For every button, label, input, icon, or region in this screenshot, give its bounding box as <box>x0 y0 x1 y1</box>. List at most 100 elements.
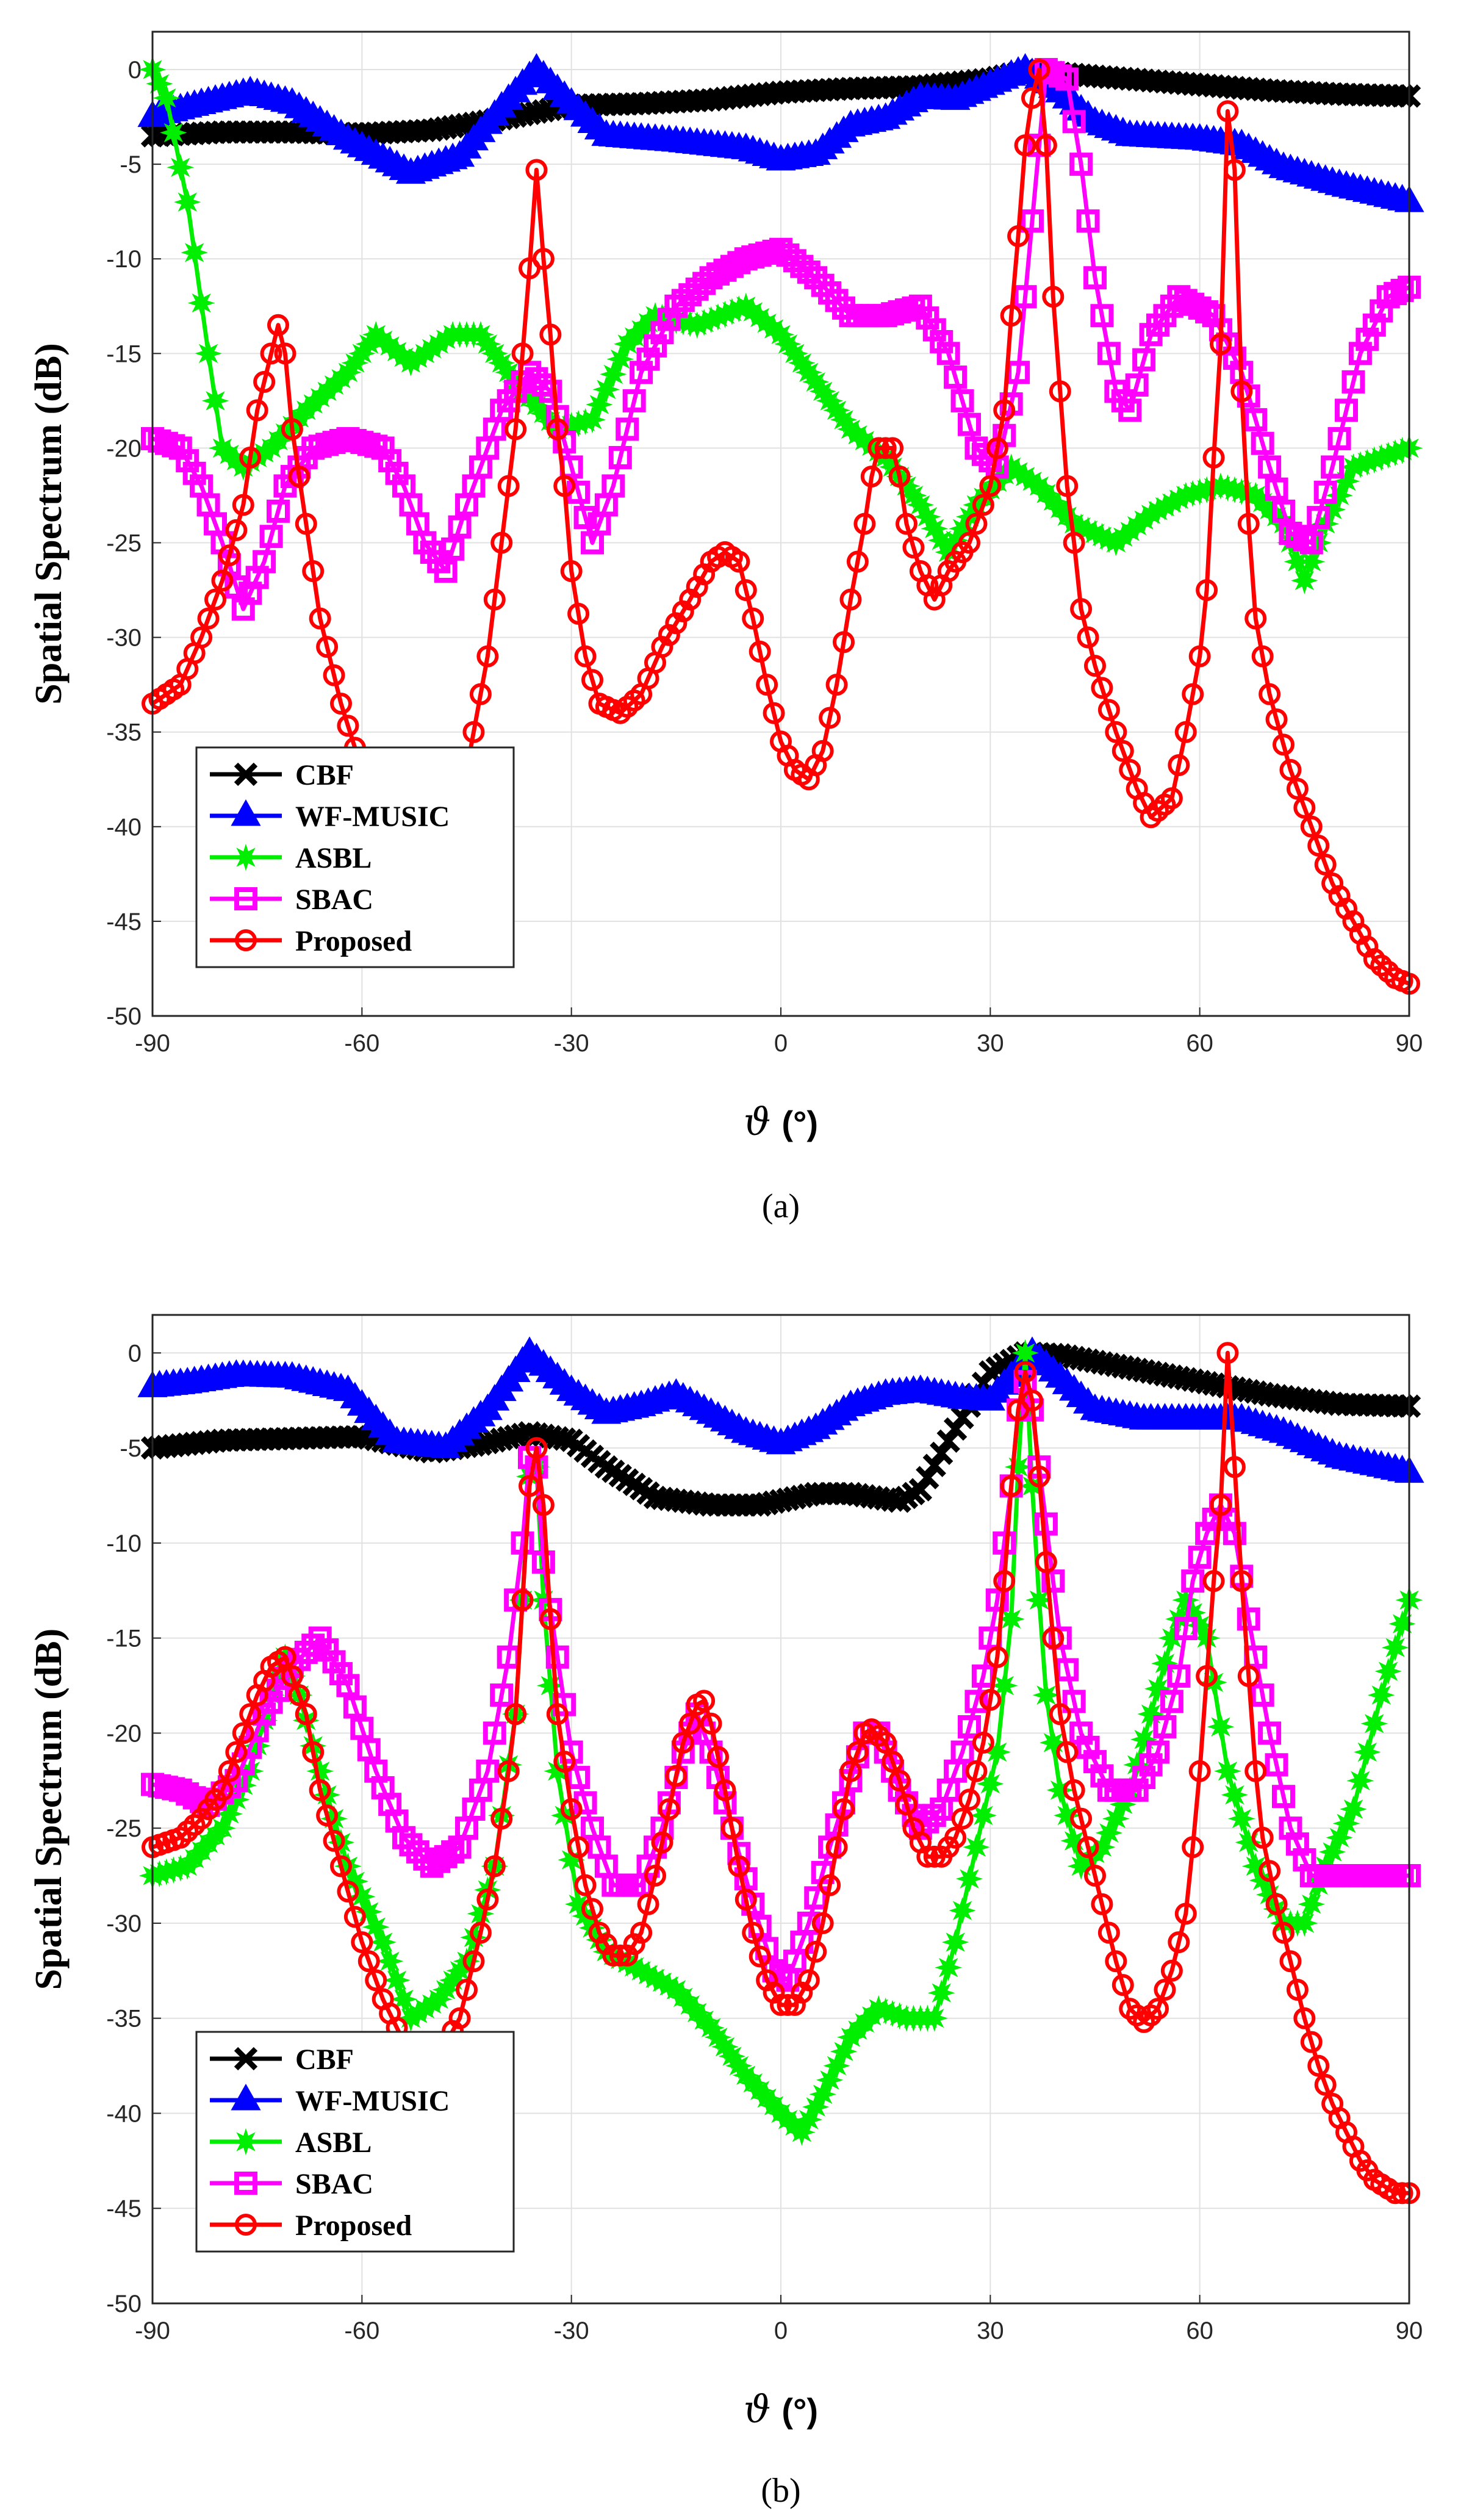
data-point <box>1144 1675 1172 1703</box>
data-point <box>867 437 890 459</box>
y-tick-label: -35 <box>106 719 142 746</box>
data-point <box>1125 373 1149 397</box>
x-tick-label: 30 <box>977 1030 1004 1057</box>
x-axis-symbol: ϑ <box>744 1100 770 1144</box>
data-point <box>260 342 282 365</box>
data-point <box>672 1731 694 1754</box>
data-point <box>882 1751 904 1773</box>
data-point <box>476 1759 500 1783</box>
data-point <box>330 693 352 715</box>
data-point <box>1151 1649 1179 1677</box>
data-point <box>1014 134 1036 157</box>
data-point <box>1028 59 1050 81</box>
data-point <box>441 537 465 561</box>
data-point <box>979 1688 1002 1711</box>
data-point <box>1223 159 1246 181</box>
data-point <box>173 188 201 216</box>
legend-marker <box>235 929 257 951</box>
data-point <box>972 494 994 516</box>
data-point <box>525 159 548 181</box>
y-tick-label: -10 <box>106 1530 142 1557</box>
data-point <box>281 418 303 441</box>
data-point <box>1335 398 1358 422</box>
data-point <box>1097 1921 1120 1944</box>
data-point <box>190 626 213 649</box>
data-point <box>728 550 750 573</box>
data-point <box>622 389 646 412</box>
data-point <box>1111 1974 1134 1996</box>
data-point <box>267 499 290 523</box>
chart-panel-a: -90 -60 -30 0 30 60 90 0 -5 -10 -15 -20 -25 -30 -35 -40… <box>28 31 1424 1225</box>
data-point <box>1160 1959 1183 1982</box>
data-point <box>1314 853 1337 876</box>
legend-label: ASBL <box>295 842 372 874</box>
legend-label: Proposed <box>295 2209 412 2242</box>
data-point <box>1313 480 1337 504</box>
data-point <box>986 1646 1008 1668</box>
data-point <box>376 1947 404 1975</box>
data-point <box>532 1494 555 1516</box>
data-point <box>253 370 276 393</box>
legend-marker <box>231 2083 261 2111</box>
data-point <box>658 1798 680 1820</box>
data-point <box>1354 1738 1381 1766</box>
data-point <box>253 550 276 574</box>
data-point <box>896 513 918 535</box>
data-point <box>958 1788 980 1811</box>
data-point <box>1293 2007 1316 2029</box>
legend: CBF WF-MUSIC ASBL SBAC Proposed <box>195 2031 515 2253</box>
data-point <box>811 740 834 762</box>
x-tick-label: -60 <box>344 2317 379 2344</box>
data-point <box>567 602 590 625</box>
data-point <box>288 465 311 488</box>
data-point <box>888 465 911 488</box>
data-point <box>1286 777 1309 800</box>
data-point <box>707 1746 729 1768</box>
data-point <box>1384 2182 1407 2205</box>
data-point <box>700 1712 722 1735</box>
legend-marker <box>234 762 258 787</box>
data-point <box>462 1950 485 1973</box>
data-point <box>1244 607 1267 630</box>
legend-label: ASBL <box>295 2126 372 2159</box>
data-point <box>595 1933 617 1956</box>
data-point <box>476 1888 499 1910</box>
data-point <box>1188 1760 1211 1782</box>
data-point <box>574 645 597 668</box>
data-point <box>1300 815 1323 838</box>
data-point <box>567 1766 591 1790</box>
data-point <box>1042 1627 1065 1649</box>
data-point <box>1055 67 1079 91</box>
data-point <box>160 119 187 146</box>
data-point <box>1111 740 1134 762</box>
data-point <box>860 465 883 488</box>
data-point <box>365 1969 387 1992</box>
data-point <box>246 399 268 422</box>
data-point <box>350 1716 374 1740</box>
data-point <box>505 1703 527 1726</box>
data-point <box>1032 1681 1060 1709</box>
data-point <box>819 1874 841 1896</box>
data-point <box>1041 1569 1065 1593</box>
data-point <box>644 1865 666 1887</box>
data-point <box>553 1427 576 1451</box>
data-point <box>993 1570 1016 1593</box>
data-point <box>993 399 1016 422</box>
data-point <box>720 1817 743 1840</box>
data-point <box>916 1845 939 1868</box>
data-point <box>1244 1760 1267 1782</box>
data-point <box>1214 1757 1241 1785</box>
data-point <box>539 1608 562 1630</box>
series-wf-music <box>137 52 1424 212</box>
data-point <box>187 289 215 317</box>
data-point <box>1025 1586 1053 1614</box>
data-point <box>336 1674 360 1697</box>
data-point <box>316 636 339 658</box>
data-point <box>369 1928 397 1956</box>
legend-marker <box>232 843 260 871</box>
data-point <box>581 1898 603 1920</box>
data-point <box>1028 1465 1050 1488</box>
data-point <box>232 1722 254 1744</box>
data-point <box>1223 1522 1246 1546</box>
